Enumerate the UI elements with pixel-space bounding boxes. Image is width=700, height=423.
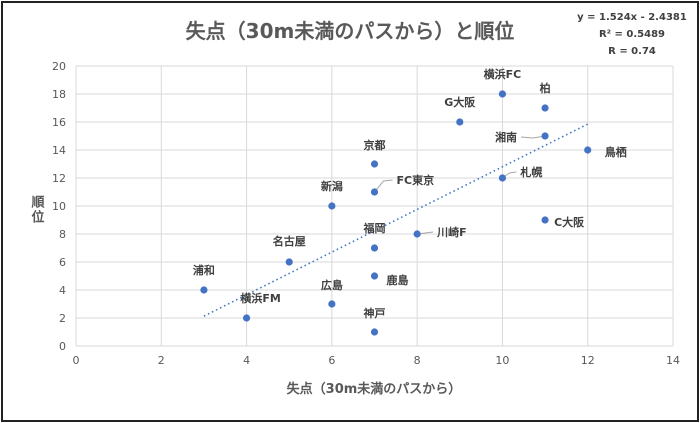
x-tick-label: 0 xyxy=(73,354,80,367)
data-label: 京都 xyxy=(364,138,386,152)
data-point xyxy=(200,286,208,294)
data-point xyxy=(370,188,379,196)
trendline xyxy=(203,123,589,317)
y-tick-label: 0 xyxy=(59,340,66,353)
data-label: 柏 xyxy=(540,81,551,95)
x-tick-label: 14 xyxy=(666,354,680,367)
data-point xyxy=(328,300,336,308)
data-label: 横浜FM xyxy=(240,291,280,305)
data-point xyxy=(498,90,507,98)
data-label: 浦和 xyxy=(193,263,215,277)
y-tick-label: 10 xyxy=(52,200,66,213)
y-axis-title: 順位 xyxy=(29,195,45,225)
data-label: 札幌 xyxy=(519,165,542,179)
leader-line xyxy=(374,179,393,193)
data-label: 新潟 xyxy=(321,179,343,193)
chart-title: 失点（30m未満のパスから）と順位 xyxy=(186,19,515,43)
data-label: G大阪 xyxy=(444,95,476,109)
x-axis-title: 失点（30m未満のパスから） xyxy=(287,381,462,397)
x-tick-label: 12 xyxy=(581,354,595,367)
data-point xyxy=(498,174,507,182)
data-label: 川崎F xyxy=(436,225,467,239)
data-label: 鳥栖 xyxy=(605,145,627,159)
y-tick-label: 2 xyxy=(59,312,66,325)
data-point xyxy=(242,314,251,322)
data-label: 名古屋 xyxy=(273,234,306,248)
y-tick-label: 4 xyxy=(59,284,66,297)
y-tick-label: 14 xyxy=(52,144,66,157)
data-label: C大阪 xyxy=(554,215,585,229)
x-tick-label: 10 xyxy=(495,354,509,367)
x-tick-label: 2 xyxy=(158,354,165,367)
trendline-equation: y = 1.524x - 2.4381 xyxy=(577,12,687,23)
data-label: 横浜FC xyxy=(484,67,522,81)
y-tick-label: 8 xyxy=(59,228,66,241)
y-tick-label: 20 xyxy=(52,60,66,73)
data-point xyxy=(584,146,592,154)
x-tick-label: 6 xyxy=(328,354,335,367)
data-point xyxy=(541,104,549,112)
r-value: R = 0.74 xyxy=(608,46,656,57)
r-squared: R² = 0.5489 xyxy=(599,29,665,40)
x-tick-label: 8 xyxy=(414,354,421,367)
data-label: 神戸 xyxy=(364,306,386,320)
data-label: 福岡 xyxy=(363,221,386,235)
data-point xyxy=(541,216,549,224)
data-label: 湘南 xyxy=(495,130,517,144)
y-tick-label: 16 xyxy=(52,116,66,129)
y-tick-label: 18 xyxy=(52,88,66,101)
leader-line xyxy=(521,135,546,139)
data-point xyxy=(413,230,421,238)
data-point xyxy=(370,160,379,168)
y-tick-label: 12 xyxy=(52,172,66,185)
data-label: FC東京 xyxy=(397,173,435,187)
data-label: 鹿島 xyxy=(387,273,409,287)
data-point xyxy=(285,258,293,266)
y-tick-label: 6 xyxy=(59,256,66,269)
x-tick-label: 4 xyxy=(243,354,250,367)
data-point xyxy=(370,328,379,336)
data-point xyxy=(541,132,549,140)
data-point xyxy=(456,118,464,126)
data-point xyxy=(370,272,379,280)
data-point xyxy=(370,244,379,252)
data-point xyxy=(328,202,336,210)
data-label: 広島 xyxy=(321,278,343,292)
